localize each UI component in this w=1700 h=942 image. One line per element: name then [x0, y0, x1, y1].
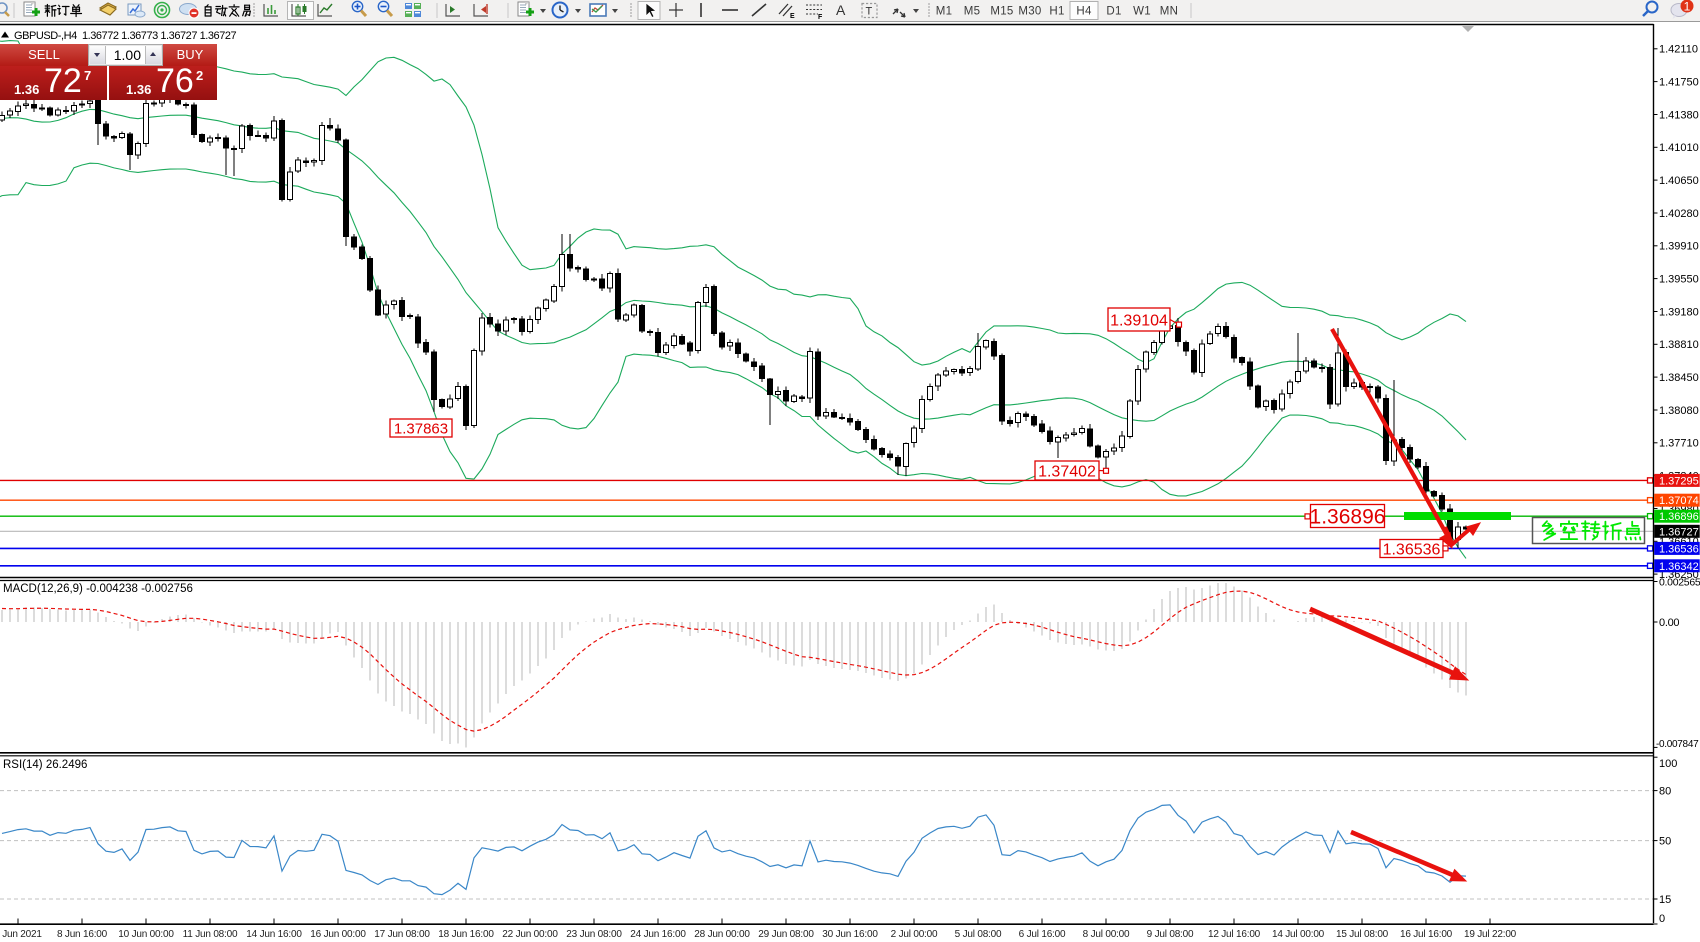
svg-text:18 Jun 16:00: 18 Jun 16:00: [438, 929, 494, 940]
svg-text:50: 50: [1659, 835, 1671, 847]
svg-text:1.39104: 1.39104: [1110, 312, 1168, 329]
svg-text:14 Jun 16:00: 14 Jun 16:00: [246, 929, 302, 940]
svg-text:F: F: [818, 14, 823, 21]
svg-text:17 Jun 08:00: 17 Jun 08:00: [374, 929, 430, 940]
svg-text:10 Jun 00:00: 10 Jun 00:00: [118, 929, 174, 940]
svg-text:1.36536: 1.36536: [1383, 541, 1441, 558]
svg-text:1.41010: 1.41010: [1659, 142, 1699, 154]
svg-text:1.39910: 1.39910: [1659, 241, 1699, 253]
svg-text:0.002565: 0.002565: [1659, 576, 1700, 588]
svg-text:0: 0: [1659, 913, 1665, 925]
svg-text:1.37074: 1.37074: [1659, 495, 1699, 507]
svg-text:12 Jul 16:00: 12 Jul 16:00: [1208, 929, 1261, 940]
svg-text:1.38810: 1.38810: [1659, 339, 1699, 351]
svg-text:2 Jul 00:00: 2 Jul 00:00: [891, 929, 938, 940]
svg-text:8 Jul 00:00: 8 Jul 00:00: [1083, 929, 1130, 940]
svg-text:100: 100: [1659, 758, 1677, 770]
svg-text:T: T: [866, 6, 873, 18]
svg-text:M1: M1: [936, 6, 953, 18]
svg-text:-0.007847: -0.007847: [1656, 739, 1699, 750]
svg-text:1.36536: 1.36536: [1659, 543, 1699, 555]
svg-text:30 Jun 16:00: 30 Jun 16:00: [822, 929, 878, 940]
svg-text:1.37402: 1.37402: [1038, 463, 1096, 480]
svg-text:1.41380: 1.41380: [1659, 109, 1699, 121]
svg-text:M15: M15: [990, 6, 1013, 18]
svg-text:16 Jul 16:00: 16 Jul 16:00: [1400, 929, 1453, 940]
svg-text:GBPUSD-,H4 1.36772 1.36773 1.: GBPUSD-,H4 1.36772 1.36773 1.36727 1.367…: [14, 30, 237, 42]
svg-text:28 Jun 00:00: 28 Jun 00:00: [694, 929, 750, 940]
svg-text:29 Jun 08:00: 29 Jun 08:00: [758, 929, 814, 940]
svg-text:MN: MN: [1160, 6, 1179, 18]
svg-text:1: 1: [1684, 0, 1691, 14]
svg-text:1.37710: 1.37710: [1659, 438, 1699, 450]
svg-text:1.38450: 1.38450: [1659, 372, 1699, 384]
svg-text:22 Jun 00:00: 22 Jun 00:00: [502, 929, 558, 940]
svg-text:M30: M30: [1018, 6, 1041, 18]
svg-text:E: E: [790, 13, 795, 20]
svg-text:1.38080: 1.38080: [1659, 405, 1699, 417]
svg-text:1.39180: 1.39180: [1659, 306, 1699, 318]
svg-text:W1: W1: [1133, 6, 1151, 18]
svg-text:24 Jun 16:00: 24 Jun 16:00: [630, 929, 686, 940]
svg-text:7 Jun 2021: 7 Jun 2021: [0, 929, 42, 940]
svg-text:MACD(12,26,9) -0.004238 -0.002: MACD(12,26,9) -0.004238 -0.002756: [3, 583, 193, 595]
svg-text:15: 15: [1659, 894, 1671, 906]
svg-text:5 Jul 08:00: 5 Jul 08:00: [955, 929, 1002, 940]
svg-text:RSI(14) 26.2496: RSI(14) 26.2496: [3, 759, 87, 771]
svg-text:19 Jul 22:00: 19 Jul 22:00: [1464, 929, 1517, 940]
svg-text:1.37295: 1.37295: [1659, 475, 1699, 487]
svg-text:11 Jun 08:00: 11 Jun 08:00: [183, 929, 238, 940]
svg-text:1.42110: 1.42110: [1659, 44, 1698, 56]
svg-text:1.36342: 1.36342: [1659, 561, 1699, 573]
svg-text:H1: H1: [1049, 6, 1064, 18]
svg-text:1.41750: 1.41750: [1659, 76, 1699, 88]
svg-text:1.36727: 1.36727: [1659, 526, 1699, 538]
svg-text:80: 80: [1659, 785, 1671, 797]
svg-text:1.40280: 1.40280: [1659, 208, 1699, 220]
svg-text:0.00: 0.00: [1659, 617, 1679, 629]
svg-text:M5: M5: [964, 6, 981, 18]
svg-text:15 Jul 08:00: 15 Jul 08:00: [1336, 929, 1389, 940]
svg-text:8 Jun 16:00: 8 Jun 16:00: [57, 929, 108, 940]
svg-text:A: A: [836, 2, 846, 18]
svg-text:16 Jun 00:00: 16 Jun 00:00: [310, 929, 366, 940]
svg-text:D1: D1: [1106, 6, 1121, 18]
svg-text:H4: H4: [1076, 6, 1092, 18]
svg-text:9 Jul 08:00: 9 Jul 08:00: [1147, 929, 1194, 940]
svg-text:6 Jul 16:00: 6 Jul 16:00: [1019, 929, 1066, 940]
svg-text:1.37863: 1.37863: [394, 420, 448, 437]
svg-text:1.39550: 1.39550: [1659, 273, 1699, 285]
svg-text:1.40650: 1.40650: [1659, 175, 1699, 187]
svg-text:23 Jun 08:00: 23 Jun 08:00: [566, 929, 622, 940]
svg-text:1.36896: 1.36896: [1310, 506, 1386, 529]
svg-text:1.36896: 1.36896: [1659, 511, 1699, 523]
svg-text:14 Jul 00:00: 14 Jul 00:00: [1272, 929, 1325, 940]
